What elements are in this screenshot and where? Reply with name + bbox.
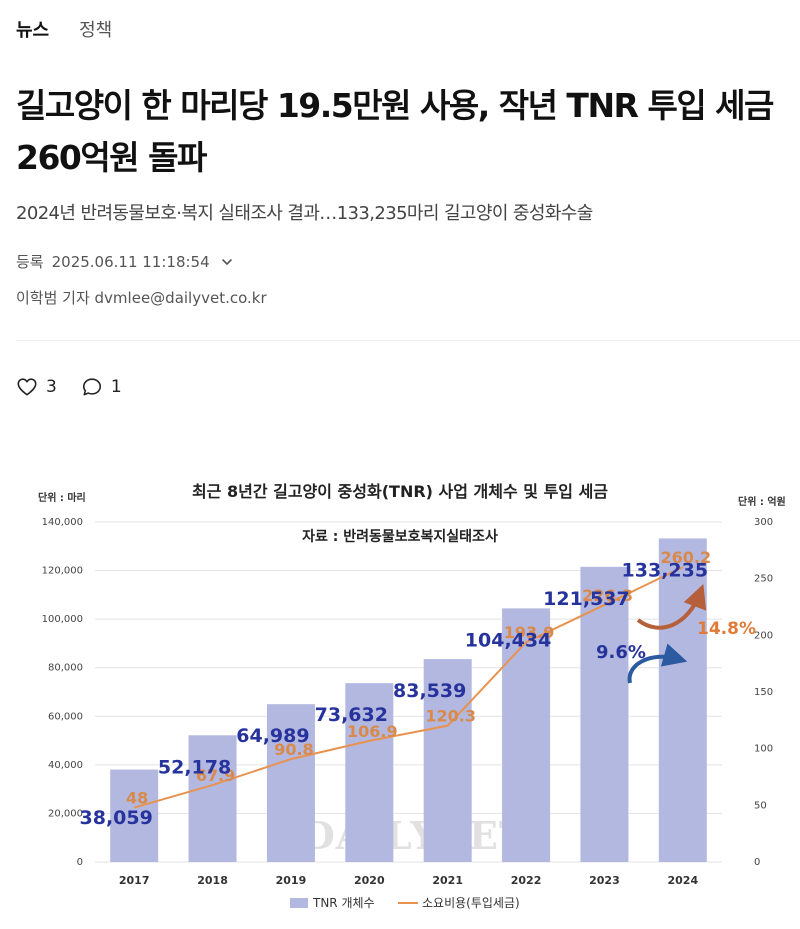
left-tick-label: 40,000 [48, 760, 83, 771]
cost-data-label: 67.9 [196, 766, 235, 785]
cost-labels: 48 67.9 90.8 106.9 120.3 193.9 226.8 260.2 [126, 548, 711, 807]
left-tick-label: 0 [77, 857, 83, 868]
left-tick-label: 140,000 [42, 517, 83, 528]
count-data-label: 83,539 [393, 680, 466, 702]
category-tabs: 뉴스 정책 [16, 16, 112, 42]
count-data-label: 64,989 [236, 725, 309, 747]
bar [502, 608, 551, 862]
chart-title: 최근 8년간 길고양이 중성화(TNR) 사업 개체수 및 투입 세금 [192, 482, 608, 501]
article-subtitle: 2024년 반려동물보호·복지 실태조사 결과…133,235마리 길고양이 중… [16, 203, 593, 224]
cost-data-label: 106.9 [347, 722, 398, 741]
left-tick-label: 120,000 [42, 566, 83, 577]
right-tick-label: 300 [754, 517, 773, 528]
line-series [133, 566, 684, 809]
legend-bar-label: TNR 개체수 [312, 896, 375, 910]
tnr-chart-svg: 최근 8년간 길고양이 중성화(TNR) 사업 개체수 및 투입 세금 자료 :… [0, 465, 800, 929]
count-data-label: 73,632 [315, 704, 388, 726]
cost-growth-arrow-icon [636, 584, 707, 630]
right-tick-label: 250 [754, 574, 773, 585]
cost-data-label: 193.9 [504, 623, 555, 642]
reactions-bar: 3 1 [16, 376, 146, 398]
left-tick-label: 80,000 [48, 663, 83, 674]
right-tick-label: 0 [754, 857, 760, 868]
count-data-label: 52,178 [158, 756, 231, 778]
like-button[interactable]: 3 [16, 376, 57, 398]
bar [266, 704, 315, 862]
left-axis-unit: 단위 : 마리 [38, 491, 86, 504]
category-label: 2021 [432, 874, 463, 887]
category-label: 2020 [354, 874, 385, 887]
cost-growth-label: 14.8% [697, 619, 756, 639]
legend-line-label: 소요비용(투입세금) [422, 896, 520, 910]
category-label: 2023 [589, 874, 620, 887]
right-tick-label: 50 [754, 800, 767, 811]
bar [423, 659, 472, 862]
category-label: 2018 [197, 874, 228, 887]
bar [110, 769, 159, 862]
count-growth-label: 9.6% [596, 642, 646, 663]
cost-data-label: 226.8 [582, 586, 633, 605]
comment-icon [82, 378, 101, 396]
legend: TNR 개체수 소요비용(투입세금) [290, 896, 520, 910]
cost-data-label: 90.8 [274, 740, 313, 759]
category-label: 2024 [668, 874, 699, 887]
count-data-label: 121,537 [543, 588, 630, 610]
count-data-label: 104,434 [465, 629, 552, 651]
left-tick-label: 60,000 [48, 711, 83, 722]
category-label: 2019 [276, 874, 307, 887]
divider [16, 340, 800, 341]
comment-button[interactable]: 1 [81, 376, 122, 398]
left-axis: 0 20,000 40,000 60,000 80,000 100,000 120,000 1… [42, 517, 83, 868]
right-tick-label: 200 [754, 630, 773, 641]
registered-label: 등록 [16, 253, 44, 271]
registered-info[interactable]: 등록 2025.06.11 11:18:54 [16, 251, 234, 272]
left-tick-label: 100,000 [42, 614, 83, 625]
left-tick-label: 20,000 [48, 808, 83, 819]
bar [188, 735, 237, 862]
count-growth-arrow-icon [627, 643, 688, 684]
article-headline: 길고양이 한 마리당 19.5만원 사용, 작년 TNR 투입 세금 260억원… [16, 80, 776, 184]
count-data-label: 38,059 [80, 807, 153, 829]
heart-icon [17, 378, 37, 396]
cost-line [133, 566, 684, 809]
watermark: DAILYVET [302, 813, 528, 858]
bar [658, 538, 707, 862]
category-label: 2022 [511, 874, 542, 887]
headline-line-1: 길고양이 한 마리당 19.5만원 사용, 작년 TNR 투입 세금 [16, 86, 774, 125]
category-label: 2017 [119, 874, 150, 887]
author-byline: 이학범 기자 dvmlee@dailyvet.co.kr [16, 289, 267, 307]
count-data-label: 133,235 [622, 559, 709, 581]
comment-count: 1 [110, 377, 122, 397]
chart-source: 자료 : 반려동물보호복지실태조사 [302, 528, 498, 545]
cost-data-label: 48 [126, 789, 148, 808]
cost-data-label: 120.3 [425, 707, 476, 726]
tnr-chart: 최근 8년간 길고양이 중성화(TNR) 사업 개체수 및 투입 세금 자료 :… [0, 465, 800, 929]
cost-data-label: 260.2 [661, 548, 712, 567]
like-count: 3 [46, 377, 57, 397]
chevron-down-icon[interactable] [220, 255, 234, 269]
bar [580, 566, 629, 862]
x-axis: 2017 2018 2019 2020 2021 2022 2023 2024 [119, 874, 699, 887]
headline-line-2: 260억원 돌파 [16, 138, 207, 177]
tab-news[interactable]: 뉴스 [16, 20, 50, 41]
right-tick-label: 150 [754, 687, 773, 698]
right-axis-unit: 단위 : 억원 [738, 495, 786, 508]
bar [345, 683, 394, 862]
bar-series [110, 538, 707, 862]
tab-policy[interactable]: 정책 [79, 20, 113, 41]
right-axis: 0 50 100 150 200 250 300 [754, 517, 773, 868]
legend-bar-swatch [290, 898, 308, 908]
right-tick-label: 100 [754, 744, 773, 755]
registered-time: 2025.06.11 11:18:54 [51, 252, 210, 271]
